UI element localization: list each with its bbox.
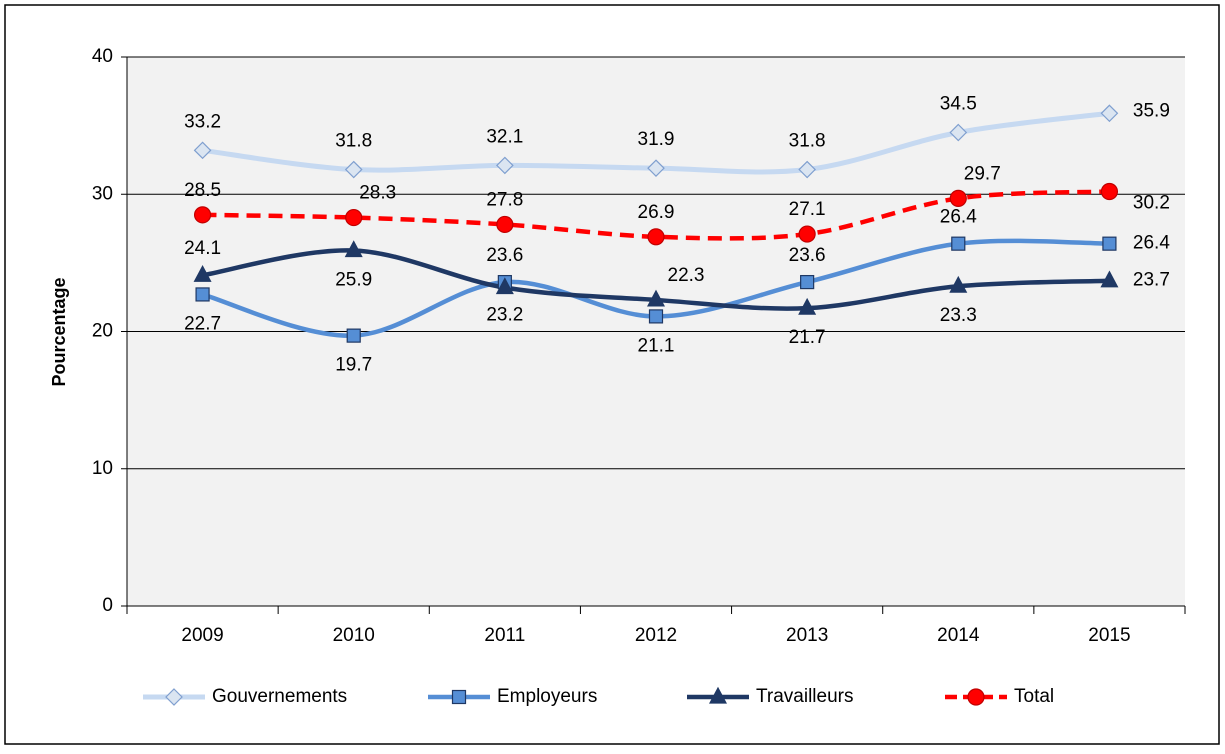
data-label: 27.8: [486, 189, 523, 210]
marker: [344, 160, 363, 179]
data-label: 28.3: [359, 183, 396, 204]
x-tick-label: 2012: [635, 625, 677, 646]
data-label: 28.5: [184, 180, 221, 201]
data-label: 22.7: [184, 313, 221, 334]
marker: [345, 208, 363, 227]
marker: [647, 159, 665, 178]
marker: [1100, 270, 1119, 288]
y-tick-label: 40: [92, 46, 113, 67]
marker: [193, 141, 212, 160]
legend-label: Gouvernements: [212, 686, 347, 707]
data-label: 31.9: [638, 129, 675, 150]
marker: [495, 277, 514, 295]
data-label: 25.9: [335, 270, 372, 291]
marker: [798, 297, 817, 315]
data-label: 22.3: [668, 265, 705, 286]
data-label: 31.8: [335, 131, 372, 152]
y-tick-label: 10: [92, 458, 113, 479]
legend-label: Employeurs: [497, 686, 597, 707]
x-tick-label: 2010: [333, 625, 375, 646]
marker: [647, 228, 665, 246]
data-label: 21.1: [638, 335, 675, 356]
marker: [451, 689, 467, 705]
data-label: 23.7: [1133, 270, 1170, 291]
marker: [949, 275, 968, 293]
data-label: 27.1: [789, 199, 826, 220]
data-label: 23.2: [486, 305, 523, 326]
marker: [1100, 182, 1119, 201]
data-label: 23.6: [486, 245, 523, 266]
x-tick-label: 2009: [181, 625, 223, 646]
x-tick-label: 2014: [937, 625, 980, 646]
marker: [949, 123, 968, 142]
marker: [193, 264, 212, 282]
y-tick-label: 0: [102, 595, 113, 616]
x-tick-label: 2013: [786, 625, 828, 646]
marker: [344, 240, 363, 258]
data-label: 33.2: [184, 111, 221, 132]
data-label: 21.7: [789, 327, 826, 348]
data-label: 32.1: [486, 126, 523, 147]
data-label: 29.7: [964, 163, 1001, 184]
marker: [798, 225, 816, 243]
marker: [1100, 104, 1119, 123]
data-label: 30.2: [1133, 193, 1170, 214]
y-tick-label: 20: [92, 321, 113, 342]
marker: [709, 686, 727, 704]
marker: [648, 309, 664, 324]
data-label: 24.1: [184, 238, 221, 259]
marker: [195, 287, 210, 302]
legend-label: Travailleurs: [756, 686, 854, 707]
marker: [1102, 236, 1117, 251]
y-axis-label: Pourcentage: [49, 277, 69, 386]
data-label: 26.4: [1133, 233, 1170, 254]
marker: [951, 236, 966, 251]
data-label: 26.9: [638, 202, 675, 223]
x-tick-label: 2015: [1088, 625, 1130, 646]
x-tick-label: 2011: [484, 625, 525, 646]
marker: [967, 688, 985, 706]
legend-label: Total: [1014, 686, 1054, 707]
y-tick-label: 30: [92, 183, 113, 204]
marker: [949, 189, 967, 207]
data-label: 26.4: [940, 207, 977, 228]
data-label: 35.9: [1133, 100, 1170, 121]
marker: [346, 328, 361, 343]
marker: [165, 688, 183, 706]
marker: [193, 206, 212, 224]
data-label: 23.3: [940, 305, 977, 326]
marker: [496, 215, 514, 234]
marker: [647, 289, 665, 307]
data-label: 31.8: [789, 131, 826, 152]
data-label: 19.7: [335, 355, 372, 376]
marker: [496, 156, 514, 175]
marker: [798, 160, 816, 179]
marker: [800, 274, 815, 290]
data-label: 23.6: [789, 245, 826, 266]
data-label: 34.5: [940, 94, 977, 115]
